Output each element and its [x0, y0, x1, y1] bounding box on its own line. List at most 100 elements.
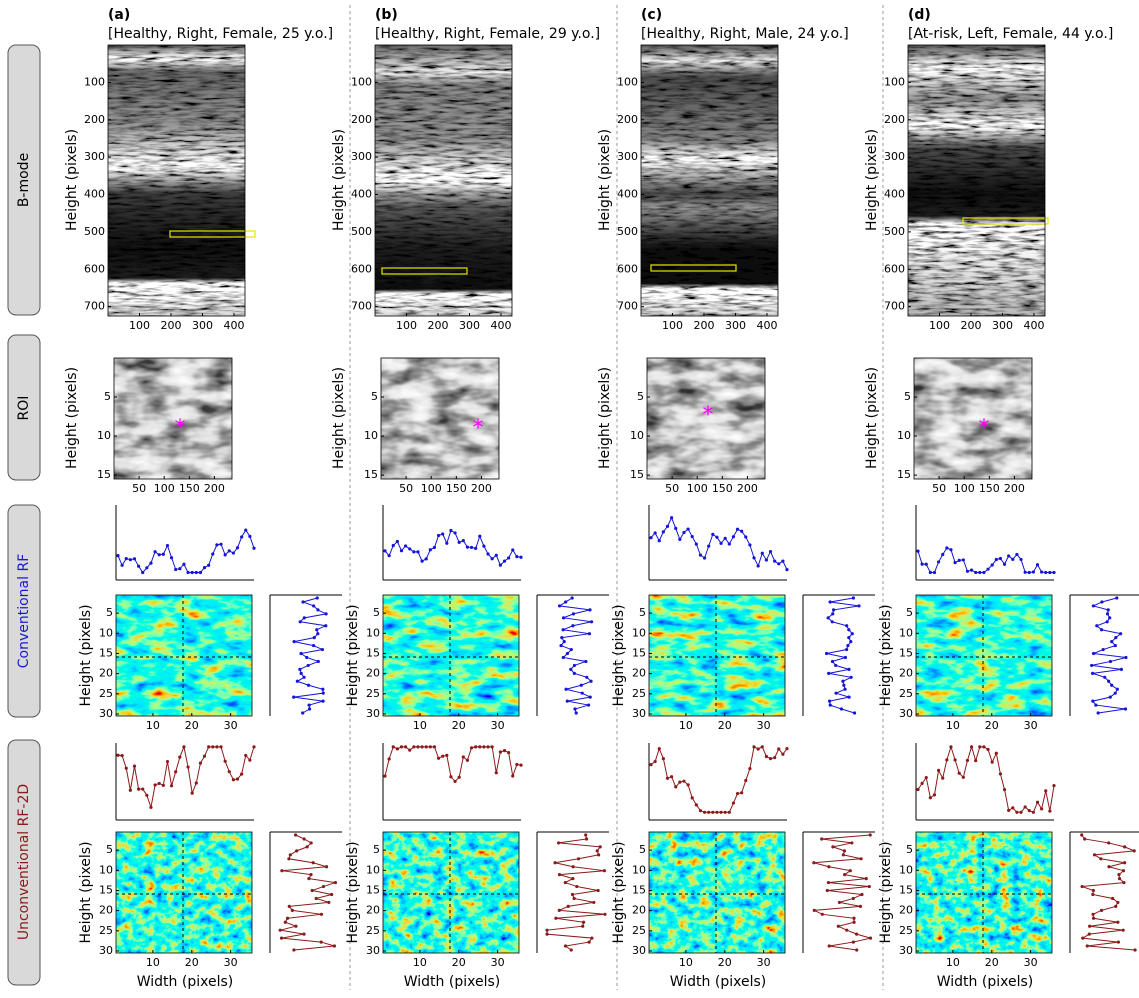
profile-point: [661, 756, 665, 761]
profile-point: [653, 759, 657, 764]
x-tick-label: 300: [459, 319, 480, 332]
profile-point: [321, 884, 326, 889]
profile-point: [307, 707, 312, 711]
y-tick-label: 30: [366, 944, 380, 957]
profile-point: [511, 548, 515, 552]
x-tick-label: 100: [929, 319, 950, 332]
profile-point: [563, 880, 567, 885]
axes-frame: [640, 44, 779, 317]
profile-point: [1119, 667, 1123, 671]
profile-point: [515, 555, 519, 559]
profile-point: [837, 900, 842, 905]
profile-point: [571, 624, 575, 628]
profile-point: [678, 780, 682, 784]
profile-point: [1040, 570, 1044, 574]
profile-point: [670, 516, 674, 520]
profile-point: [404, 544, 408, 548]
x-tick-label: 30: [224, 719, 238, 732]
profile-point: [760, 551, 764, 555]
x-tick-label: 50: [399, 482, 413, 495]
profile-point: [202, 754, 207, 758]
profile-point: [319, 940, 323, 944]
profile-point: [332, 944, 336, 948]
profile-point: [602, 869, 606, 873]
x-tick-label: 20: [452, 719, 466, 732]
profile-point: [299, 671, 303, 675]
y-tick-label: 700: [351, 300, 372, 313]
profile-point: [219, 745, 223, 749]
profile-point: [453, 779, 457, 784]
profile-point: [1088, 924, 1092, 928]
profile-point: [842, 683, 846, 687]
profile-point: [657, 539, 661, 543]
profile-point: [857, 604, 861, 608]
profile-point: [969, 745, 974, 749]
x-axis-label: Width (pixels): [937, 974, 1033, 990]
profile-point: [827, 865, 831, 869]
y-tick-label: 600: [84, 262, 105, 275]
profile-line: [812, 834, 871, 951]
profile-point: [311, 861, 315, 865]
profile-point: [145, 566, 149, 570]
profile-point: [395, 747, 399, 751]
profile-point: [847, 695, 851, 699]
y-tick-label: 10: [632, 863, 646, 876]
profile-point: [868, 936, 873, 940]
profile-point: [309, 841, 313, 845]
profile-point: [1048, 570, 1052, 575]
y-tick-label: 5: [373, 606, 380, 619]
profile-point: [280, 869, 284, 873]
profile-point: [590, 936, 594, 940]
profile-point: [715, 535, 719, 539]
profile-point: [756, 747, 760, 751]
y-axis-label: Height (pixels): [878, 604, 894, 706]
y-axis-label: Height (pixels): [78, 604, 94, 706]
profile-point: [432, 745, 437, 749]
profile-point: [1121, 928, 1125, 932]
profile-point: [312, 604, 316, 608]
profile-point: [391, 543, 395, 548]
y-tick-label: 10: [364, 429, 378, 442]
profile-point: [301, 711, 305, 715]
profile-point: [847, 667, 851, 671]
y-tick-label: 25: [366, 924, 380, 937]
profile-point: [1116, 920, 1120, 924]
profile-point: [827, 944, 831, 948]
profile-point: [1011, 806, 1015, 810]
profile-point: [486, 745, 490, 749]
profile-point: [686, 783, 690, 787]
x-tick-label: 200: [471, 482, 492, 495]
profile-point: [841, 853, 845, 857]
rf-map: [116, 595, 252, 716]
profile-point: [519, 555, 523, 559]
y-tick-label: 15: [366, 883, 380, 896]
x-tick-label: 30: [1024, 956, 1038, 969]
y-tick-label: 30: [632, 944, 646, 957]
profile-point: [850, 841, 854, 845]
profile-point: [941, 776, 945, 780]
profile-point: [554, 916, 558, 920]
y-tick-label: 5: [106, 606, 113, 619]
profile-point: [744, 535, 748, 539]
profile-point: [182, 745, 186, 749]
y-tick-label: 200: [884, 113, 905, 126]
profile-point: [561, 616, 566, 620]
x-tick-label: 100: [421, 482, 442, 495]
profile-point: [978, 570, 982, 575]
profile-point: [428, 548, 432, 552]
profile-point: [820, 837, 824, 841]
profile-point: [740, 529, 744, 533]
y-tick-label: 30: [99, 944, 113, 957]
profile-point: [1123, 861, 1127, 865]
profile-point: [182, 562, 186, 566]
axes-frame: [380, 357, 500, 480]
y-tick-label: 10: [632, 626, 646, 639]
rf-map: [383, 595, 519, 716]
marker: *: [979, 416, 990, 441]
axes-frame: [646, 357, 766, 480]
profile-point: [557, 873, 562, 877]
y-axis-label: Height (pixels): [345, 604, 361, 706]
x-tick-label: 400: [223, 319, 244, 332]
profile-point: [428, 745, 432, 749]
profile-point: [773, 559, 777, 563]
